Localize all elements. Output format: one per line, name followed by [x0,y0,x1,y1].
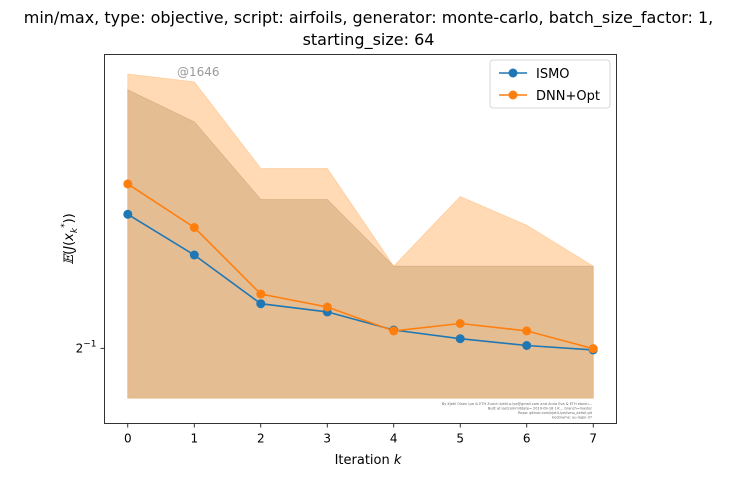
credit-line-2: Repo: github.com/kjetil-lye/ismo_airfoil… [518,411,592,415]
point-ismo-2 [256,299,266,309]
point-ismo-6 [522,341,532,350]
point-dnn-opt-7 [588,344,598,354]
x-tick-label-1: 1 [190,432,198,446]
point-ismo-1 [189,250,199,260]
point-dnn-opt-6 [522,326,532,336]
watermark: @1646 [177,65,220,79]
x-tick-label-3: 3 [323,432,331,446]
credit-text: By Kjetil Olsen Lye & ETH Zurich kjetil.… [442,402,593,420]
point-dnn-opt-5 [455,319,465,328]
series-line-dnn-opt [127,183,594,350]
x-tick-label-7: 7 [589,432,597,446]
x-axis-label: Iteration k [335,453,402,468]
legend-marker-1 [508,90,518,100]
axes-frame [104,54,617,424]
credit-line-0: By Kjetil Olsen Lye & ETH Zurich kjetil.… [442,402,592,406]
point-ismo-0 [123,209,133,219]
legend-label-0: ISMO [536,67,570,82]
credit-line-3: Hostname: eu-login-37 [552,416,592,420]
series-line-ismo [127,213,594,351]
x-tick-label-5: 5 [456,432,464,446]
chart-title-line2: starting_size: 64 [303,30,435,50]
point-dnn-opt-2 [256,289,266,299]
point-dnn-opt-3 [322,302,332,312]
x-tick-label-4: 4 [390,432,398,446]
chart-title-line1: min/max, type: objective, script: airfoi… [24,8,713,28]
legend-marker-0 [508,68,518,78]
legend: ISMO DNN+Opt [489,59,611,109]
point-ismo-5 [455,334,465,344]
point-dnn-opt-4 [389,326,399,336]
point-dnn-opt-0 [123,179,133,189]
credit-line-1: Built at lastcommitdate= 2019-09-18 14:.… [488,407,593,411]
point-dnn-opt-1 [189,223,199,232]
plot-area: 0 1 2 3 4 5 6 7 2−1 [76,54,617,446]
x-tick-label-2: 2 [257,432,265,446]
legend-label-1: DNN+Opt [536,89,600,104]
x-tick-label-0: 0 [124,432,132,446]
band-dnn-opt [127,73,594,399]
x-tick-label-6: 6 [523,432,531,446]
y-tick-label: 2−1 [76,339,97,355]
